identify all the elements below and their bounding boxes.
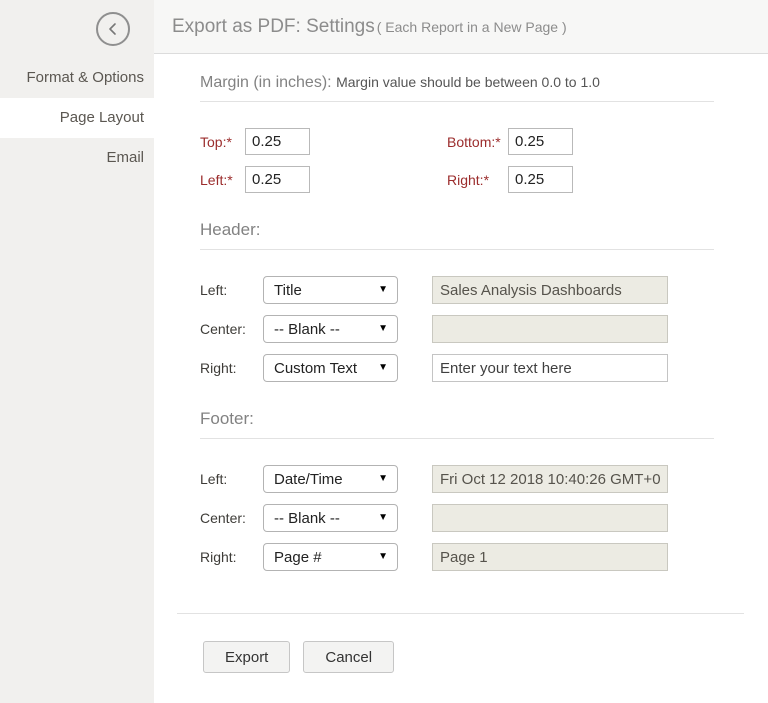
header-right-label: Right:	[200, 360, 237, 376]
margin-heading-text: Margin (in inches):	[200, 74, 332, 91]
chevron-down-icon: ▼	[378, 323, 388, 334]
chevron-down-icon: ▼	[378, 551, 388, 562]
header-left-select[interactable]: Title ▼	[263, 276, 398, 304]
footer-left-row: Left: Date/Time ▼	[200, 465, 714, 493]
header-center-value	[432, 315, 668, 343]
margin-left-label: Left:*	[200, 171, 233, 188]
chevron-down-icon: ▼	[378, 284, 388, 295]
margin-top-label: Top:*	[200, 133, 232, 150]
back-button[interactable]	[96, 12, 130, 46]
select-value: Title	[274, 281, 302, 299]
export-button[interactable]: Export	[203, 641, 291, 673]
header-right-select[interactable]: Custom Text ▼	[263, 354, 398, 382]
action-buttons: Export Cancel	[200, 641, 714, 673]
footer-center-label: Center:	[200, 510, 246, 526]
margin-row-1: Top:* Bottom:*	[200, 128, 714, 155]
divider	[177, 613, 744, 614]
sidebar-item-format-options[interactable]: Format & Options	[26, 69, 144, 86]
footer-section-heading: Footer:	[200, 409, 254, 428]
main-panel: Export as PDF: Settings ( Each Report in…	[154, 0, 768, 703]
footer-center-row: Center: -- Blank -- ▼	[200, 504, 714, 532]
margin-top-input[interactable]	[245, 128, 310, 155]
divider	[200, 249, 714, 250]
select-value: -- Blank --	[274, 509, 340, 527]
header-right-row: Right: Custom Text ▼	[200, 354, 714, 382]
footer-left-label: Left:	[200, 471, 228, 487]
chevron-down-icon: ▼	[378, 512, 388, 523]
footer-right-row: Right: Page # ▼	[200, 543, 714, 571]
footer-left-value	[432, 465, 668, 493]
select-value: -- Blank --	[274, 320, 340, 338]
chevron-left-icon	[106, 22, 120, 36]
footer-left-select[interactable]: Date/Time ▼	[263, 465, 398, 493]
margin-right-input[interactable]	[508, 166, 573, 193]
sidebar-item-email[interactable]: Email	[106, 149, 144, 166]
page-subtitle: ( Each Report in a New Page )	[376, 19, 567, 35]
header-left-row: Left: Title ▼	[200, 276, 714, 304]
chevron-down-icon: ▼	[378, 473, 388, 484]
footer-center-select[interactable]: -- Blank -- ▼	[263, 504, 398, 532]
footer-right-select[interactable]: Page # ▼	[263, 543, 398, 571]
footer-right-label: Right:	[200, 549, 237, 565]
margin-hint: Margin value should be between 0.0 to 1.…	[336, 74, 600, 90]
chevron-down-icon: ▼	[378, 362, 388, 373]
header-center-row: Center: -- Blank -- ▼	[200, 315, 714, 343]
margin-right-label: Right:*	[447, 171, 490, 188]
margin-row-2: Left:* Right:*	[200, 166, 714, 193]
header-left-label: Left:	[200, 282, 228, 298]
cancel-button[interactable]: Cancel	[303, 641, 395, 673]
content: Margin (in inches): Margin value should …	[154, 54, 768, 673]
select-value: Page #	[274, 548, 322, 566]
footer-right-value	[432, 543, 668, 571]
header-right-custom-text-input[interactable]	[432, 354, 668, 382]
titlebar: Export as PDF: Settings ( Each Report in…	[154, 0, 768, 54]
page-title: Export as PDF: Settings	[172, 16, 375, 37]
margin-left-input[interactable]	[245, 166, 310, 193]
back-button-container	[0, 0, 154, 58]
divider	[200, 101, 714, 102]
header-center-label: Center:	[200, 321, 246, 337]
divider	[200, 438, 714, 439]
footer-center-value	[432, 504, 668, 532]
header-left-value	[432, 276, 668, 304]
select-value: Custom Text	[274, 359, 358, 377]
sidebar: Format & Options Page Layout Email	[0, 0, 154, 703]
margin-bottom-input[interactable]	[508, 128, 573, 155]
select-value: Date/Time	[274, 470, 343, 488]
margin-section-heading: Margin (in inches): Margin value should …	[200, 74, 714, 92]
sidebar-item-page-layout[interactable]: Page Layout	[0, 98, 154, 138]
margin-bottom-label: Bottom:*	[447, 133, 501, 150]
header-section-heading: Header:	[200, 220, 261, 239]
header-center-select[interactable]: -- Blank -- ▼	[263, 315, 398, 343]
